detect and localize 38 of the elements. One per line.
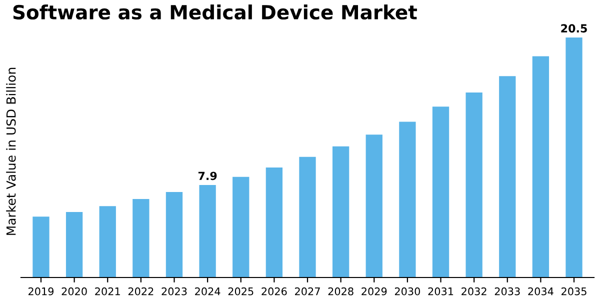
x-tick-label: 2034 bbox=[528, 287, 554, 296]
x-tick-label: 2020 bbox=[62, 287, 87, 296]
bar bbox=[366, 134, 382, 278]
bar bbox=[232, 176, 250, 278]
bar bbox=[499, 76, 516, 278]
x-tick-label: 2024 bbox=[195, 287, 220, 296]
x-tick-label: 2021 bbox=[95, 287, 120, 296]
bar bbox=[332, 146, 350, 278]
x-tick-label: 2027 bbox=[295, 287, 320, 296]
bar bbox=[32, 216, 50, 278]
x-tick-label: 2019 bbox=[28, 287, 54, 296]
x-tick-label: 2026 bbox=[262, 287, 287, 296]
bar bbox=[199, 185, 216, 278]
bar bbox=[132, 199, 150, 278]
x-tick-label: 2028 bbox=[328, 287, 354, 296]
x-tick-label: 2031 bbox=[428, 287, 454, 296]
bar bbox=[466, 92, 482, 278]
bar bbox=[166, 192, 183, 278]
bar bbox=[299, 156, 316, 278]
bar bbox=[566, 38, 582, 278]
x-tick-label: 2033 bbox=[494, 287, 520, 296]
x-tick-label: 2030 bbox=[394, 287, 420, 296]
x-tick-label: 2022 bbox=[128, 287, 154, 296]
bar bbox=[66, 212, 83, 278]
x-tick-label: 2035 bbox=[562, 287, 586, 296]
x-tick-label: 2032 bbox=[462, 287, 486, 296]
bar bbox=[532, 56, 550, 278]
y-axis-title: Market Value in USD Billion bbox=[6, 68, 16, 235]
bar bbox=[99, 206, 116, 278]
x-tick-label: 2023 bbox=[162, 287, 187, 296]
bar bbox=[399, 122, 416, 278]
x-tick-label: 2025 bbox=[228, 287, 254, 296]
data-label: 7.9 bbox=[198, 172, 217, 180]
bar bbox=[266, 167, 283, 278]
chart-title: Software as a Medical Device Market bbox=[13, 4, 417, 20]
data-label: 20.5 bbox=[561, 24, 587, 33]
x-tick-label: 2029 bbox=[362, 287, 387, 296]
bar bbox=[432, 106, 450, 278]
